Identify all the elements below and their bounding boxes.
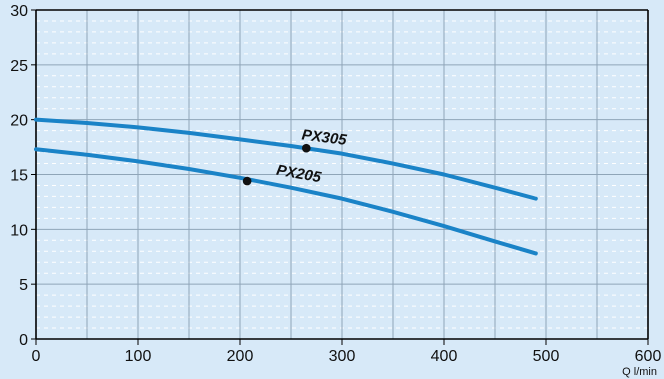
y-tick-label: 30 — [10, 3, 28, 20]
y-tick-label: 5 — [19, 277, 28, 294]
x-tick-label: 100 — [125, 348, 152, 365]
y-tick-label: 20 — [10, 113, 28, 130]
x-tick-label: 0 — [32, 348, 41, 365]
y-tick-label: 25 — [10, 58, 28, 75]
x-tick-label: 500 — [533, 348, 560, 365]
px305-label: PX305 — [301, 127, 348, 149]
y-tick-label: 15 — [10, 168, 28, 185]
px205-point — [242, 176, 252, 186]
x-tick-label: 400 — [431, 348, 458, 365]
y-tick-label: 10 — [10, 222, 28, 239]
x-tick-label: 300 — [329, 348, 356, 365]
x-axis-label: Q l/min — [622, 366, 657, 378]
x-tick-label: 200 — [227, 348, 254, 365]
grid-layer — [36, 10, 648, 339]
px305-point — [302, 143, 311, 153]
y-tick-label: 0 — [19, 332, 28, 349]
px305-line — [34, 117, 538, 201]
series-layer — [34, 117, 538, 256]
px205-line — [34, 147, 538, 256]
axis-layer — [31, 9, 649, 345]
x-tick-label: 600 — [635, 348, 662, 365]
